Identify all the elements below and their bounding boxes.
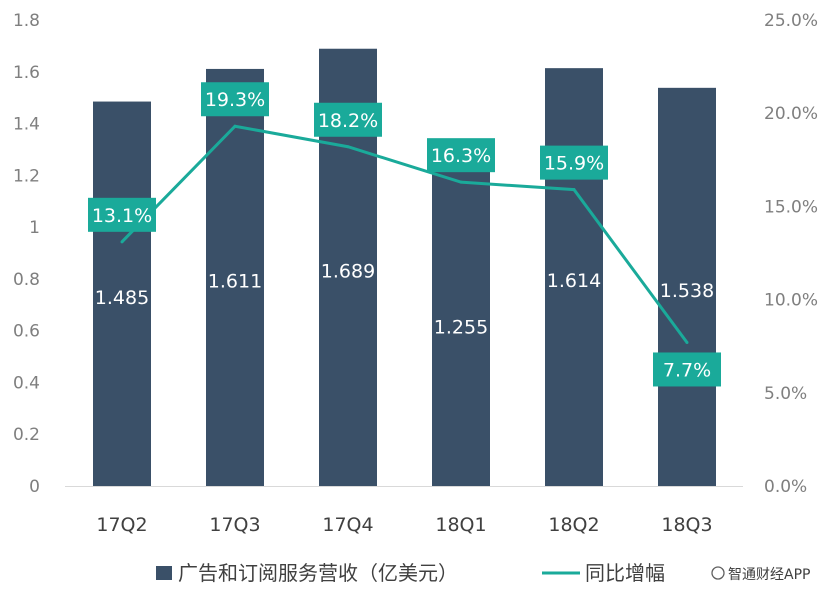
left-axis-tick-label: 0.6 [13, 322, 40, 342]
right-y-axis: 0.0% 5.0% 10.0% 15.0% 20.0% 25.0% [764, 11, 818, 497]
x-axis-category-label: 18Q2 [548, 514, 599, 536]
growth-label-box [540, 145, 608, 180]
legend-bar-label: 广告和订阅服务营收（亿美元） [178, 561, 458, 585]
legend: 广告和订阅服务营收（亿美元） 同比增幅 [156, 561, 665, 585]
left-axis-tick-label: 0.8 [13, 270, 40, 290]
x-axis-category-label: 18Q1 [435, 514, 486, 536]
growth-line [120, 124, 689, 344]
line-series: 13.1% 19.3% 18.2% 16.3% 15.9% 7.7% [88, 82, 721, 387]
right-axis-tick-label: 0.0% [764, 477, 807, 497]
legend-bar-swatch [156, 566, 172, 580]
growth-label-box [427, 138, 495, 173]
bar [658, 87, 716, 486]
bar-value-label: 1.255 [434, 317, 488, 339]
bar [545, 68, 603, 487]
line-point [120, 240, 124, 244]
bar-value-label: 1.614 [547, 270, 601, 292]
line-point [233, 124, 237, 128]
right-axis-tick-label: 5.0% [764, 384, 807, 404]
growth-value-label: 18.2% [318, 110, 378, 132]
bar-value-label: 1.689 [321, 260, 375, 282]
left-axis-tick-label: 1.2 [13, 166, 40, 186]
growth-value-label: 13.1% [92, 205, 152, 227]
watermark-credit-text: 智通财经APP [728, 567, 810, 583]
growth-value-label: 19.3% [205, 89, 265, 111]
x-axis-category-label: 17Q3 [209, 514, 260, 536]
left-axis-tick-label: 1 [29, 218, 40, 238]
watermark-logo-icon [711, 566, 725, 580]
left-axis-tick-label: 0.2 [13, 425, 40, 445]
x-axis-category-label: 18Q3 [661, 514, 712, 536]
left-axis-tick-label: 0.4 [13, 373, 40, 393]
x-axis-category-label: 17Q4 [322, 514, 373, 536]
growth-label-box [653, 352, 721, 387]
line-point [346, 145, 350, 149]
bar [432, 161, 490, 486]
bar-value-label: 1.485 [95, 287, 149, 309]
left-axis-tick-label: 0 [29, 477, 40, 497]
line-point [459, 180, 463, 184]
growth-label-box [201, 82, 269, 117]
legend-line-label: 同比增幅 [585, 561, 665, 585]
bar-series: 1.485 1.611 1.689 1.255 1.614 1.538 [93, 48, 716, 487]
right-axis-tick-label: 25.0% [764, 11, 818, 31]
growth-value-label: 16.3% [431, 145, 491, 167]
growth-label-box [88, 197, 156, 232]
right-axis-tick-label: 20.0% [764, 104, 818, 124]
left-axis-tick-label: 1.4 [13, 115, 40, 135]
bar-value-label: 1.611 [208, 270, 262, 292]
left-y-axis: 0 0.2 0.4 0.6 0.8 1 1.2 1.4 1.6 1.8 [13, 11, 40, 497]
growth-label-box [314, 102, 382, 137]
growth-value-label: 15.9% [544, 153, 604, 175]
left-axis-tick-label: 1.6 [13, 63, 40, 83]
left-axis-tick-label: 1.8 [13, 11, 40, 31]
bar [93, 101, 151, 487]
right-axis-tick-label: 10.0% [764, 291, 818, 311]
line-point [685, 340, 689, 344]
x-axis: 17Q2 17Q3 17Q4 18Q1 18Q2 18Q3 [65, 486, 743, 536]
watermark-credit: 智通财经APP [711, 566, 810, 583]
bar-value-label: 1.538 [660, 280, 714, 302]
bar [206, 68, 264, 487]
growth-value-label: 7.7% [663, 359, 711, 381]
right-axis-tick-label: 15.0% [764, 197, 818, 217]
x-axis-category-label: 17Q2 [96, 514, 147, 536]
line-point [572, 188, 576, 192]
